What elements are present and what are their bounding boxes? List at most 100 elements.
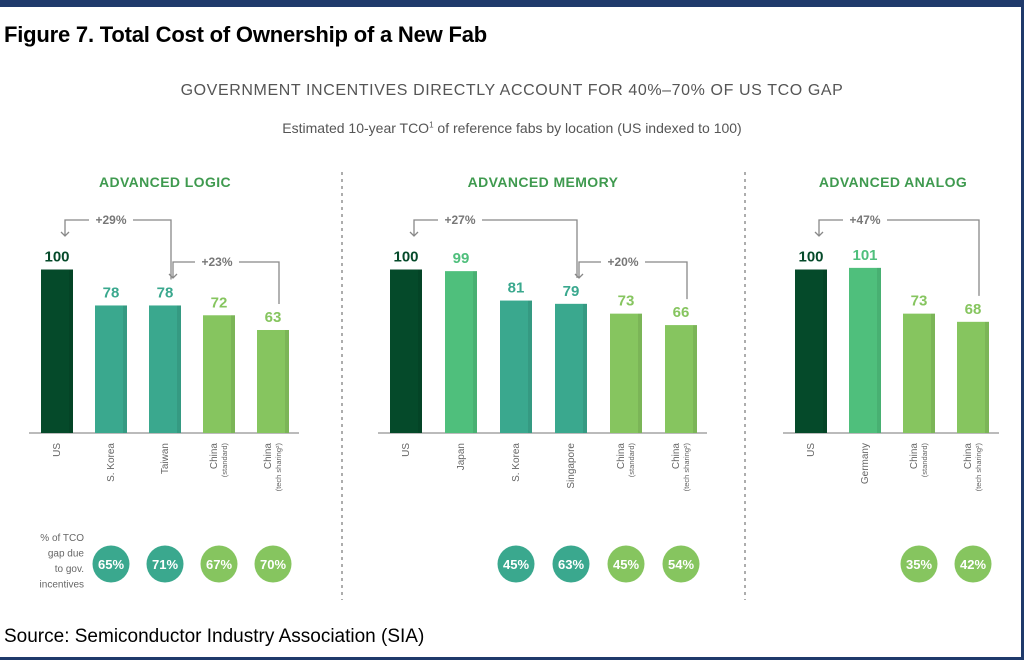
- bar: [555, 303, 587, 433]
- figure-title: Figure 7. Total Cost of Ownership of a N…: [4, 22, 487, 47]
- tick-label-sub: (tech sharing²): [682, 443, 691, 492]
- data-label: 99: [453, 250, 470, 267]
- tick-label-group: Germany: [860, 443, 871, 484]
- bar: [903, 313, 935, 433]
- gap-annotation: +27%: [409, 213, 578, 278]
- incentive-label: 42%: [960, 557, 986, 572]
- bar: [795, 269, 827, 433]
- data-label: 63: [265, 309, 282, 326]
- bar-shade: [285, 329, 289, 433]
- gap-annotation-label: +20%: [607, 255, 638, 269]
- tick-label-group: Japan: [456, 443, 467, 470]
- data-label: 73: [618, 293, 635, 310]
- gap-annotation: +23%: [168, 255, 280, 304]
- incentive-circle: [900, 545, 938, 583]
- incentive-circle: [662, 545, 700, 583]
- data-label: 101: [852, 247, 877, 264]
- bar: [665, 325, 697, 433]
- tick-label: China: [616, 443, 627, 470]
- bar-shade: [69, 269, 73, 433]
- tick-label-group: US: [806, 443, 817, 457]
- bar-shade: [985, 321, 989, 433]
- incentive-circle: [92, 545, 130, 583]
- data-label: 100: [798, 249, 823, 266]
- bar: [95, 305, 127, 433]
- incentive-label: 67%: [206, 557, 232, 572]
- tick-label-sub: (standard): [627, 443, 636, 478]
- gap-annotation: +29%: [60, 213, 172, 280]
- data-label: 66: [673, 304, 690, 321]
- incentive-label: 54%: [668, 557, 694, 572]
- bar: [500, 300, 532, 433]
- bar: [203, 315, 235, 433]
- tick-label-group: China (standard): [616, 443, 636, 478]
- tick-label: US: [401, 443, 412, 457]
- bar: [41, 269, 73, 433]
- incentive-circle: [200, 545, 238, 583]
- gap-annotation-label: +27%: [444, 213, 475, 227]
- tick-label-group: China (tech sharing²): [963, 443, 983, 492]
- incentive-row-label: % of TCO gap due to gov. incentives: [40, 533, 85, 591]
- tick-label-group: China (tech sharing²): [263, 443, 283, 492]
- tick-label-group: Taiwan: [160, 443, 171, 474]
- source-note: Source: Semiconductor Industry Associati…: [4, 626, 425, 647]
- tick-label: China: [963, 443, 974, 470]
- bar-shade: [528, 300, 532, 433]
- tick-label-group: US: [401, 443, 412, 457]
- panel-title: ADVANCED ANALOG: [819, 174, 967, 190]
- tick-label-group: China (standard): [909, 443, 929, 478]
- bar: [257, 329, 289, 433]
- gap-annotation-label: +47%: [849, 213, 880, 227]
- gap-annotation: +20%: [574, 255, 688, 300]
- bar-shade: [823, 269, 827, 433]
- tick-label: Japan: [456, 443, 467, 470]
- gap-annotation-label: +29%: [95, 213, 126, 227]
- incentive-label: 45%: [613, 557, 639, 572]
- bar: [149, 305, 181, 433]
- data-label: 78: [157, 284, 174, 301]
- panel-title: ADVANCED LOGIC: [99, 174, 231, 190]
- incentive-row-label-line: to gov.: [55, 564, 84, 575]
- incentive-circle: [607, 545, 645, 583]
- incentive-circle: [954, 545, 992, 583]
- tick-label-sub: (standard): [920, 443, 929, 478]
- tick-label: Taiwan: [160, 443, 171, 474]
- tick-label: Singapore: [566, 443, 577, 489]
- tick-label-sub: (tech sharing²): [974, 443, 983, 492]
- data-label: 79: [563, 283, 580, 300]
- bar: [610, 313, 642, 433]
- gap-annotation: +47%: [814, 213, 980, 296]
- chart-subtitle: Estimated 10-year TCO1 of reference fabs…: [282, 120, 742, 136]
- bar-shade: [231, 315, 235, 433]
- incentive-label: 63%: [558, 557, 584, 572]
- bar-shade: [693, 325, 697, 433]
- incentive-label: 45%: [503, 557, 529, 572]
- tick-label: China: [263, 443, 274, 470]
- incentive-label: 35%: [906, 557, 932, 572]
- incentive-circle: [254, 545, 292, 583]
- tick-label-group: Singapore: [566, 443, 577, 489]
- tick-label-group: S. Korea: [511, 443, 522, 482]
- incentive-circle: [146, 545, 184, 583]
- tick-label: US: [52, 443, 63, 457]
- data-label: 73: [911, 293, 928, 310]
- tick-label: Germany: [860, 443, 871, 484]
- bar-shade: [877, 267, 881, 433]
- gap-annotation-label: +23%: [201, 255, 232, 269]
- top-border-bar: [0, 0, 1024, 7]
- tick-label-group: China (tech sharing²): [671, 443, 691, 492]
- bar-shade: [931, 313, 935, 433]
- data-label: 78: [103, 284, 120, 301]
- tick-label-sub: (standard): [220, 443, 229, 478]
- data-label: 100: [393, 249, 418, 266]
- tick-label: S. Korea: [106, 443, 117, 482]
- tick-label: China: [909, 443, 920, 470]
- data-label: 81: [508, 280, 525, 297]
- figure-frame: [0, 7, 1024, 660]
- tick-label-group: China (standard): [209, 443, 229, 478]
- tick-label-group: US: [52, 443, 63, 457]
- bar: [849, 267, 881, 433]
- tick-label-group: S. Korea: [106, 443, 117, 482]
- bar-shade: [638, 313, 642, 433]
